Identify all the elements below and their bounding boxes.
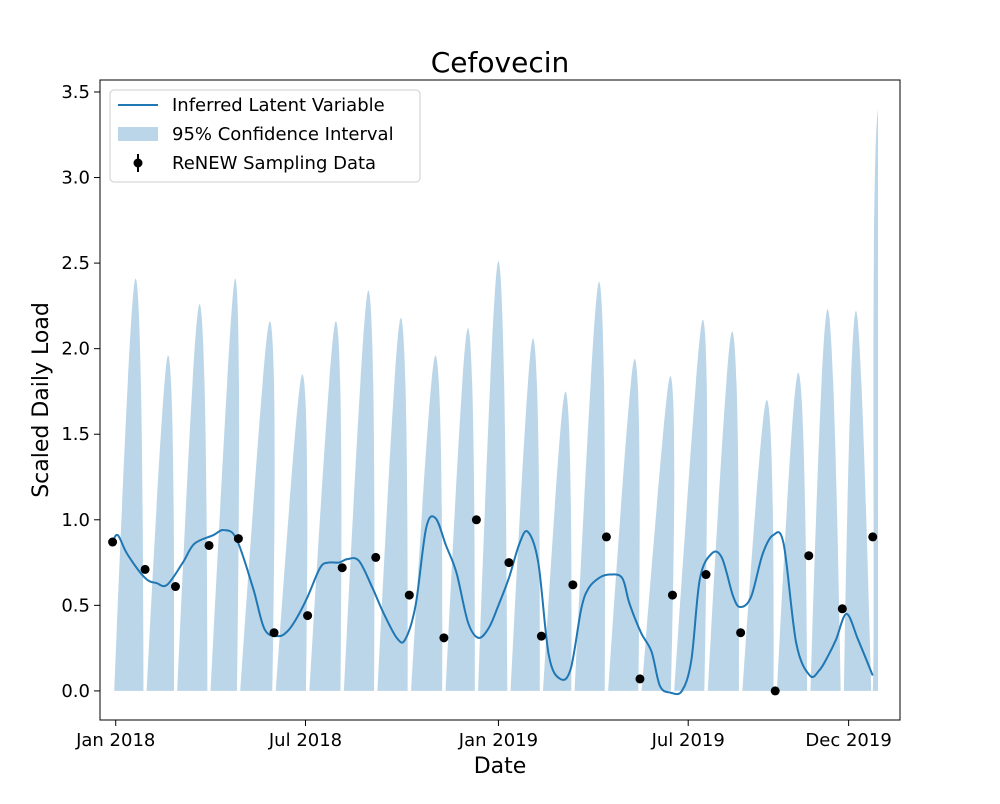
legend-label-latent: Inferred Latent Variable: [172, 95, 385, 116]
latent-variable-line: [111, 515, 874, 696]
legend-label-ci: 95% Confidence Interval: [172, 124, 394, 145]
confidence-band: [112, 109, 878, 691]
sampling-point: [439, 633, 449, 643]
legend-band-swatch: [118, 127, 158, 141]
sampling-point: [536, 631, 546, 641]
x-axis-label: Date: [474, 754, 527, 779]
y-tick-label: 2.5: [61, 253, 90, 274]
sampling-point: [471, 515, 481, 525]
sampling-point: [804, 551, 814, 561]
axes-frame: [99, 79, 901, 721]
sampling-point: [667, 590, 677, 600]
legend-label-samples: ReNEW Sampling Data: [172, 153, 376, 174]
sampling-point: [868, 532, 878, 542]
sampling-point: [701, 570, 711, 580]
y-tick-label: 1.0: [61, 510, 90, 531]
sampling-point: [371, 552, 381, 562]
x-tick-label: Jan 2018: [75, 730, 155, 751]
x-axis: Jan 2018 Jul 2018 Jan 2019 Jul 2019 Dec 2019: [75, 720, 892, 751]
y-axis-label: Scaled Daily Load: [29, 302, 54, 498]
sampling-point: [635, 674, 645, 684]
y-axis: 0.0 0.5 1.0 1.5 2.0 2.5 3.0 3.5: [61, 82, 100, 702]
sampling-point: [170, 582, 180, 592]
sampling-point: [140, 564, 150, 574]
sampling-point: [568, 580, 578, 590]
x-tick-label: Jul 2019: [651, 730, 725, 751]
sampling-point: [233, 534, 243, 544]
legend-point-swatch: [133, 158, 143, 168]
sampling-point: [108, 537, 118, 547]
x-tick-label: Dec 2019: [805, 730, 891, 751]
sampling-point: [601, 532, 611, 542]
sampling-point: [204, 540, 214, 550]
y-tick-label: 3.0: [61, 168, 90, 189]
x-tick-label: Jul 2018: [268, 730, 342, 751]
legend: Inferred Latent Variable 95% Confidence …: [109, 89, 421, 183]
y-tick-label: 2.0: [61, 339, 90, 360]
sampling-point: [736, 628, 746, 638]
y-tick-label: 3.5: [61, 82, 90, 103]
sampling-point: [504, 558, 514, 568]
sampling-point: [303, 611, 313, 621]
chart-title: Cefovecin: [431, 46, 569, 79]
sampling-point: [404, 590, 414, 600]
y-tick-label: 0.5: [61, 595, 90, 616]
sampling-point: [269, 628, 279, 638]
sampling-point: [837, 604, 847, 614]
y-tick-label: 0.0: [61, 681, 90, 702]
plot-area: [108, 109, 878, 696]
x-tick-label: Jan 2019: [458, 730, 538, 751]
sampling-point: [337, 563, 347, 573]
sampling-point: [770, 686, 780, 696]
y-tick-label: 1.5: [61, 424, 90, 445]
legend-box: [109, 89, 421, 183]
